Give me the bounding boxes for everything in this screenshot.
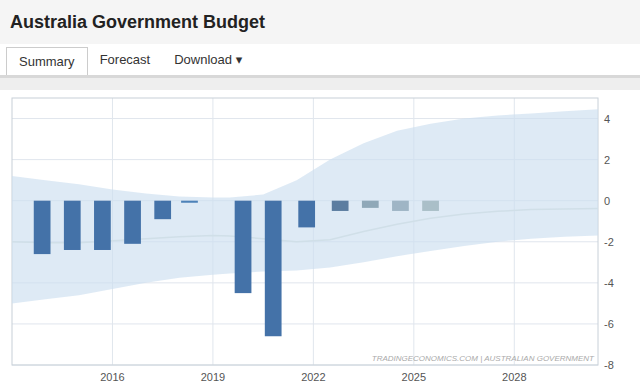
bar: [332, 201, 349, 211]
watermark: TRADINGECONOMICS.COM | AUSTRALIAN GOVERN…: [372, 354, 595, 363]
bar: [94, 201, 111, 250]
x-tick-label: 2022: [301, 371, 325, 383]
bar: [422, 201, 439, 211]
y-tick-label: -2: [604, 236, 614, 248]
grid: [12, 98, 598, 365]
x-tick-label: 2019: [201, 371, 225, 383]
y-tick-label: -4: [604, 277, 614, 289]
tab: Download ▾: [162, 44, 254, 75]
title: Australia Government Budget: [10, 12, 265, 33]
bar: [181, 201, 198, 203]
plot-frame: [12, 98, 598, 365]
grid-line: [12, 323, 598, 324]
y-tick-label: 4: [604, 113, 610, 125]
chart-svg: 2016 2019 2022 2025 2028 -8 -6 -4 -2 0 2 4 TRADINGEC…: [0, 90, 640, 389]
y-tick-label: -8: [604, 359, 614, 371]
data: [12, 109, 598, 336]
header-band: [0, 78, 640, 90]
bar: [154, 201, 171, 219]
bar: [362, 201, 379, 208]
tick-labels: 2016 2019 2022 2025 2028 -8 -6 -4 -2 0 2 4: [100, 113, 614, 383]
confidence-band: [12, 109, 598, 303]
bar: [392, 201, 409, 211]
bar: [298, 201, 315, 228]
x-tick-label: 2028: [502, 371, 526, 383]
tab-bar: SummaryForecastDownload ▾: [0, 44, 640, 78]
y-tick-label: 0: [604, 195, 610, 207]
bar: [265, 201, 282, 337]
bar: [64, 201, 81, 250]
bar: [235, 201, 252, 293]
y-tick-label: -6: [604, 318, 614, 330]
tab: Forecast: [88, 44, 163, 75]
bar: [124, 201, 141, 244]
bar: [34, 201, 51, 254]
x-tick-label: 2025: [402, 371, 426, 383]
title-bar: Australia Government Budget: [0, 0, 640, 44]
chart: 2016 2019 2022 2025 2028 -8 -6 -4 -2 0 2 4 TRADINGEC…: [0, 90, 640, 389]
x-tick-label: 2016: [100, 371, 124, 383]
tab: Summary: [6, 47, 88, 75]
y-tick-label: 2: [604, 154, 610, 166]
